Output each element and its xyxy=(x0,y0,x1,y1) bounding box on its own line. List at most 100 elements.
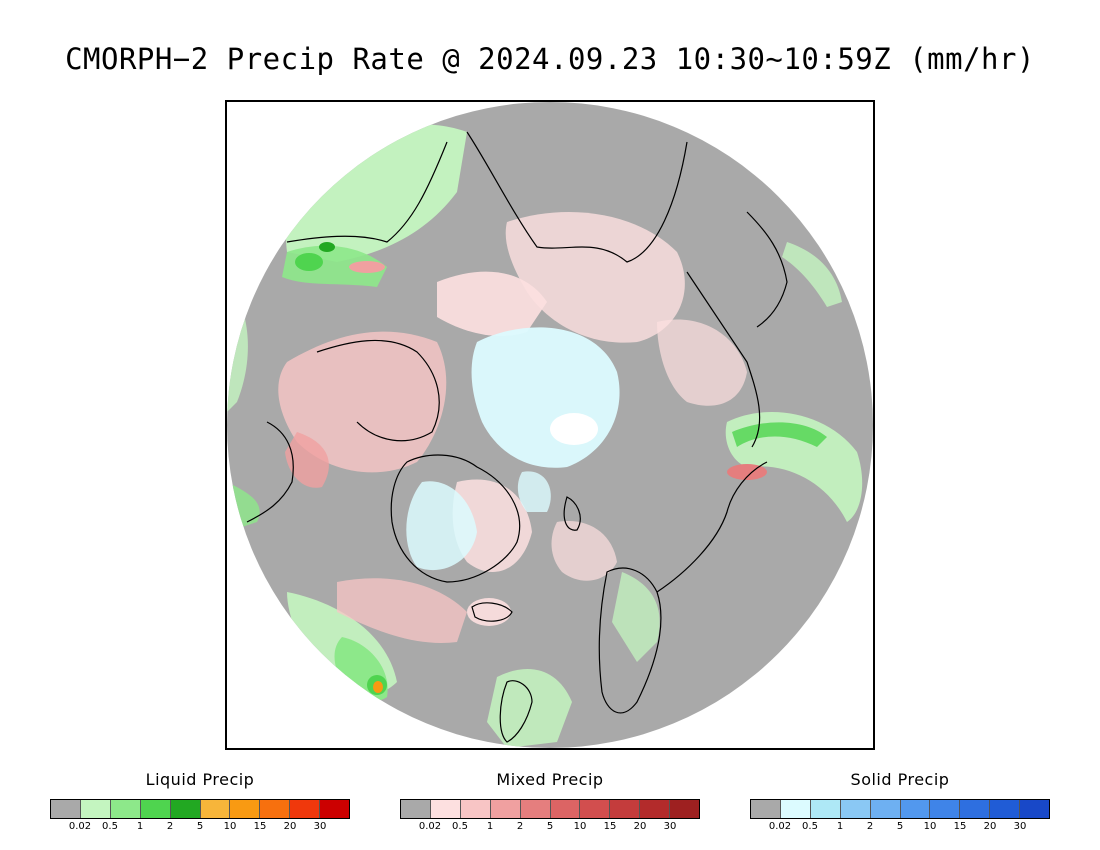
mixed-precip-regions xyxy=(278,212,767,643)
mixed-region-bering-core xyxy=(349,261,385,273)
liquid-core-bering xyxy=(295,253,323,271)
legend-swatch xyxy=(290,800,321,818)
legend-tick-label: 0.02 xyxy=(68,821,92,832)
legend-tick-label: 1 xyxy=(136,821,144,832)
legend-swatch xyxy=(520,800,551,818)
legend-tick-label: 15 xyxy=(953,821,967,832)
legend-swatch xyxy=(840,800,871,818)
coast-uk xyxy=(499,680,533,743)
precip-fields xyxy=(227,124,863,748)
legend-tick-label: 10 xyxy=(223,821,237,832)
legend-mixed-ticks: 0.02 0.5 1 2 5 10 15 20 30 xyxy=(400,821,700,835)
legend-tick-label: 5 xyxy=(546,821,554,832)
mixed-region-arctic-canada xyxy=(278,331,447,473)
legend-liquid-title: Liquid Precip xyxy=(145,770,255,789)
legend-swatch xyxy=(900,800,931,818)
legend-swatch xyxy=(51,800,81,818)
legend-mixed-title: Mixed Precip xyxy=(496,770,604,789)
legend-tick-label: 30 xyxy=(663,821,677,832)
legend-swatch xyxy=(810,800,841,818)
legend-swatch xyxy=(780,800,811,818)
coast-siberia-north xyxy=(466,131,688,263)
mixed-region-east-siberia xyxy=(657,319,747,406)
legend-swatch xyxy=(490,800,521,818)
legend-swatch xyxy=(1020,800,1050,818)
legend-tick-label: 15 xyxy=(603,821,617,832)
legend-tick-label: 20 xyxy=(633,821,647,832)
legend-swatch xyxy=(870,800,901,818)
legend-swatch xyxy=(110,800,141,818)
legend-tick-label: 30 xyxy=(1013,821,1027,832)
polar-map-svg xyxy=(227,102,873,748)
legend-swatch xyxy=(460,800,491,818)
legend-solid-ticks: 0.02 0.5 1 2 5 10 15 20 30 xyxy=(750,821,1050,835)
legend-tick-label: 15 xyxy=(253,821,267,832)
legend-tick-label: 0.02 xyxy=(768,821,792,832)
legend-tick-label: 0.5 xyxy=(452,821,468,832)
legend-mixed-colorbar xyxy=(400,799,700,819)
legend-tick-label: 2 xyxy=(166,821,174,832)
legend-swatch xyxy=(751,800,781,818)
legend-swatch xyxy=(200,800,231,818)
liquid-region-kamchatka xyxy=(782,242,842,307)
legend-tick-label: 2 xyxy=(866,821,874,832)
coast-iceland xyxy=(471,602,513,622)
solid-region-pole-core xyxy=(550,413,598,445)
liquid-region-uk xyxy=(487,669,572,748)
liquid-core-bering-2 xyxy=(319,242,335,252)
legend-liquid-ticks: 0.02 0.5 1 2 5 10 15 20 30 xyxy=(50,821,350,835)
legend-swatch xyxy=(670,800,700,818)
liquid-storm-peak xyxy=(373,681,383,693)
legend-liquid: Liquid Precip 0.02 0.5 1 2 5 10 15 20 30 xyxy=(50,770,350,835)
legend-swatch xyxy=(610,800,641,818)
legend-tick-label: 20 xyxy=(283,821,297,832)
legend-swatch xyxy=(640,800,671,818)
legend-swatch xyxy=(960,800,991,818)
legend-swatch xyxy=(580,800,611,818)
legend-swatch xyxy=(260,800,291,818)
mixed-region-north-atlantic xyxy=(337,578,467,643)
legend-swatch xyxy=(990,800,1021,818)
legend-tick-label: 5 xyxy=(196,821,204,832)
mixed-region-siberia xyxy=(505,212,685,343)
legend-tick-label: 0.02 xyxy=(418,821,442,832)
legend-swatch xyxy=(430,800,461,818)
legend-swatch xyxy=(170,800,201,818)
legend-solid-colorbar xyxy=(750,799,1050,819)
legend-tick-label: 0.5 xyxy=(102,821,118,832)
precip-map[interactable] xyxy=(225,100,875,750)
coast-siberia-east xyxy=(686,271,761,448)
coast-alaska xyxy=(286,141,448,243)
liquid-region-east-siberia-storm xyxy=(725,412,863,522)
legend-solid: Solid Precip 0.02 0.5 1 2 5 10 15 20 30 xyxy=(750,770,1050,835)
coast-kamchatka xyxy=(746,211,788,328)
legend-swatch xyxy=(320,800,350,818)
coast-canada-archipelago xyxy=(316,339,440,442)
coast-hudson xyxy=(246,421,294,523)
legend-solid-title: Solid Precip xyxy=(850,770,950,789)
coastlines xyxy=(246,131,788,743)
legend-swatch xyxy=(140,800,171,818)
legend-swatch xyxy=(401,800,431,818)
legend-tick-label: 10 xyxy=(923,821,937,832)
solid-precip-regions xyxy=(406,327,620,571)
legend-tick-label: 20 xyxy=(983,821,997,832)
liquid-region-scandinavia xyxy=(612,572,660,662)
coast-svalbard xyxy=(563,496,581,531)
mixed-region-beaufort xyxy=(437,271,547,337)
map-title: CMORPH−2 Precip Rate @ 2024.09.23 10:30∼… xyxy=(65,42,1035,76)
legend-tick-label: 30 xyxy=(313,821,327,832)
legend-swatch xyxy=(930,800,961,818)
legend-liquid-colorbar xyxy=(50,799,350,819)
legend-tick-label: 1 xyxy=(486,821,494,832)
liquid-region-east-siberia-band xyxy=(732,422,827,447)
legend-swatch xyxy=(230,800,261,818)
legend-tick-label: 10 xyxy=(573,821,587,832)
solid-region-svalbard xyxy=(517,471,551,512)
coast-scandinavia xyxy=(598,567,662,714)
legend-tick-label: 2 xyxy=(516,821,524,832)
mixed-region-barents xyxy=(551,521,617,581)
legend-swatch xyxy=(550,800,581,818)
legend-swatch xyxy=(80,800,111,818)
coast-russia-north xyxy=(656,461,768,593)
